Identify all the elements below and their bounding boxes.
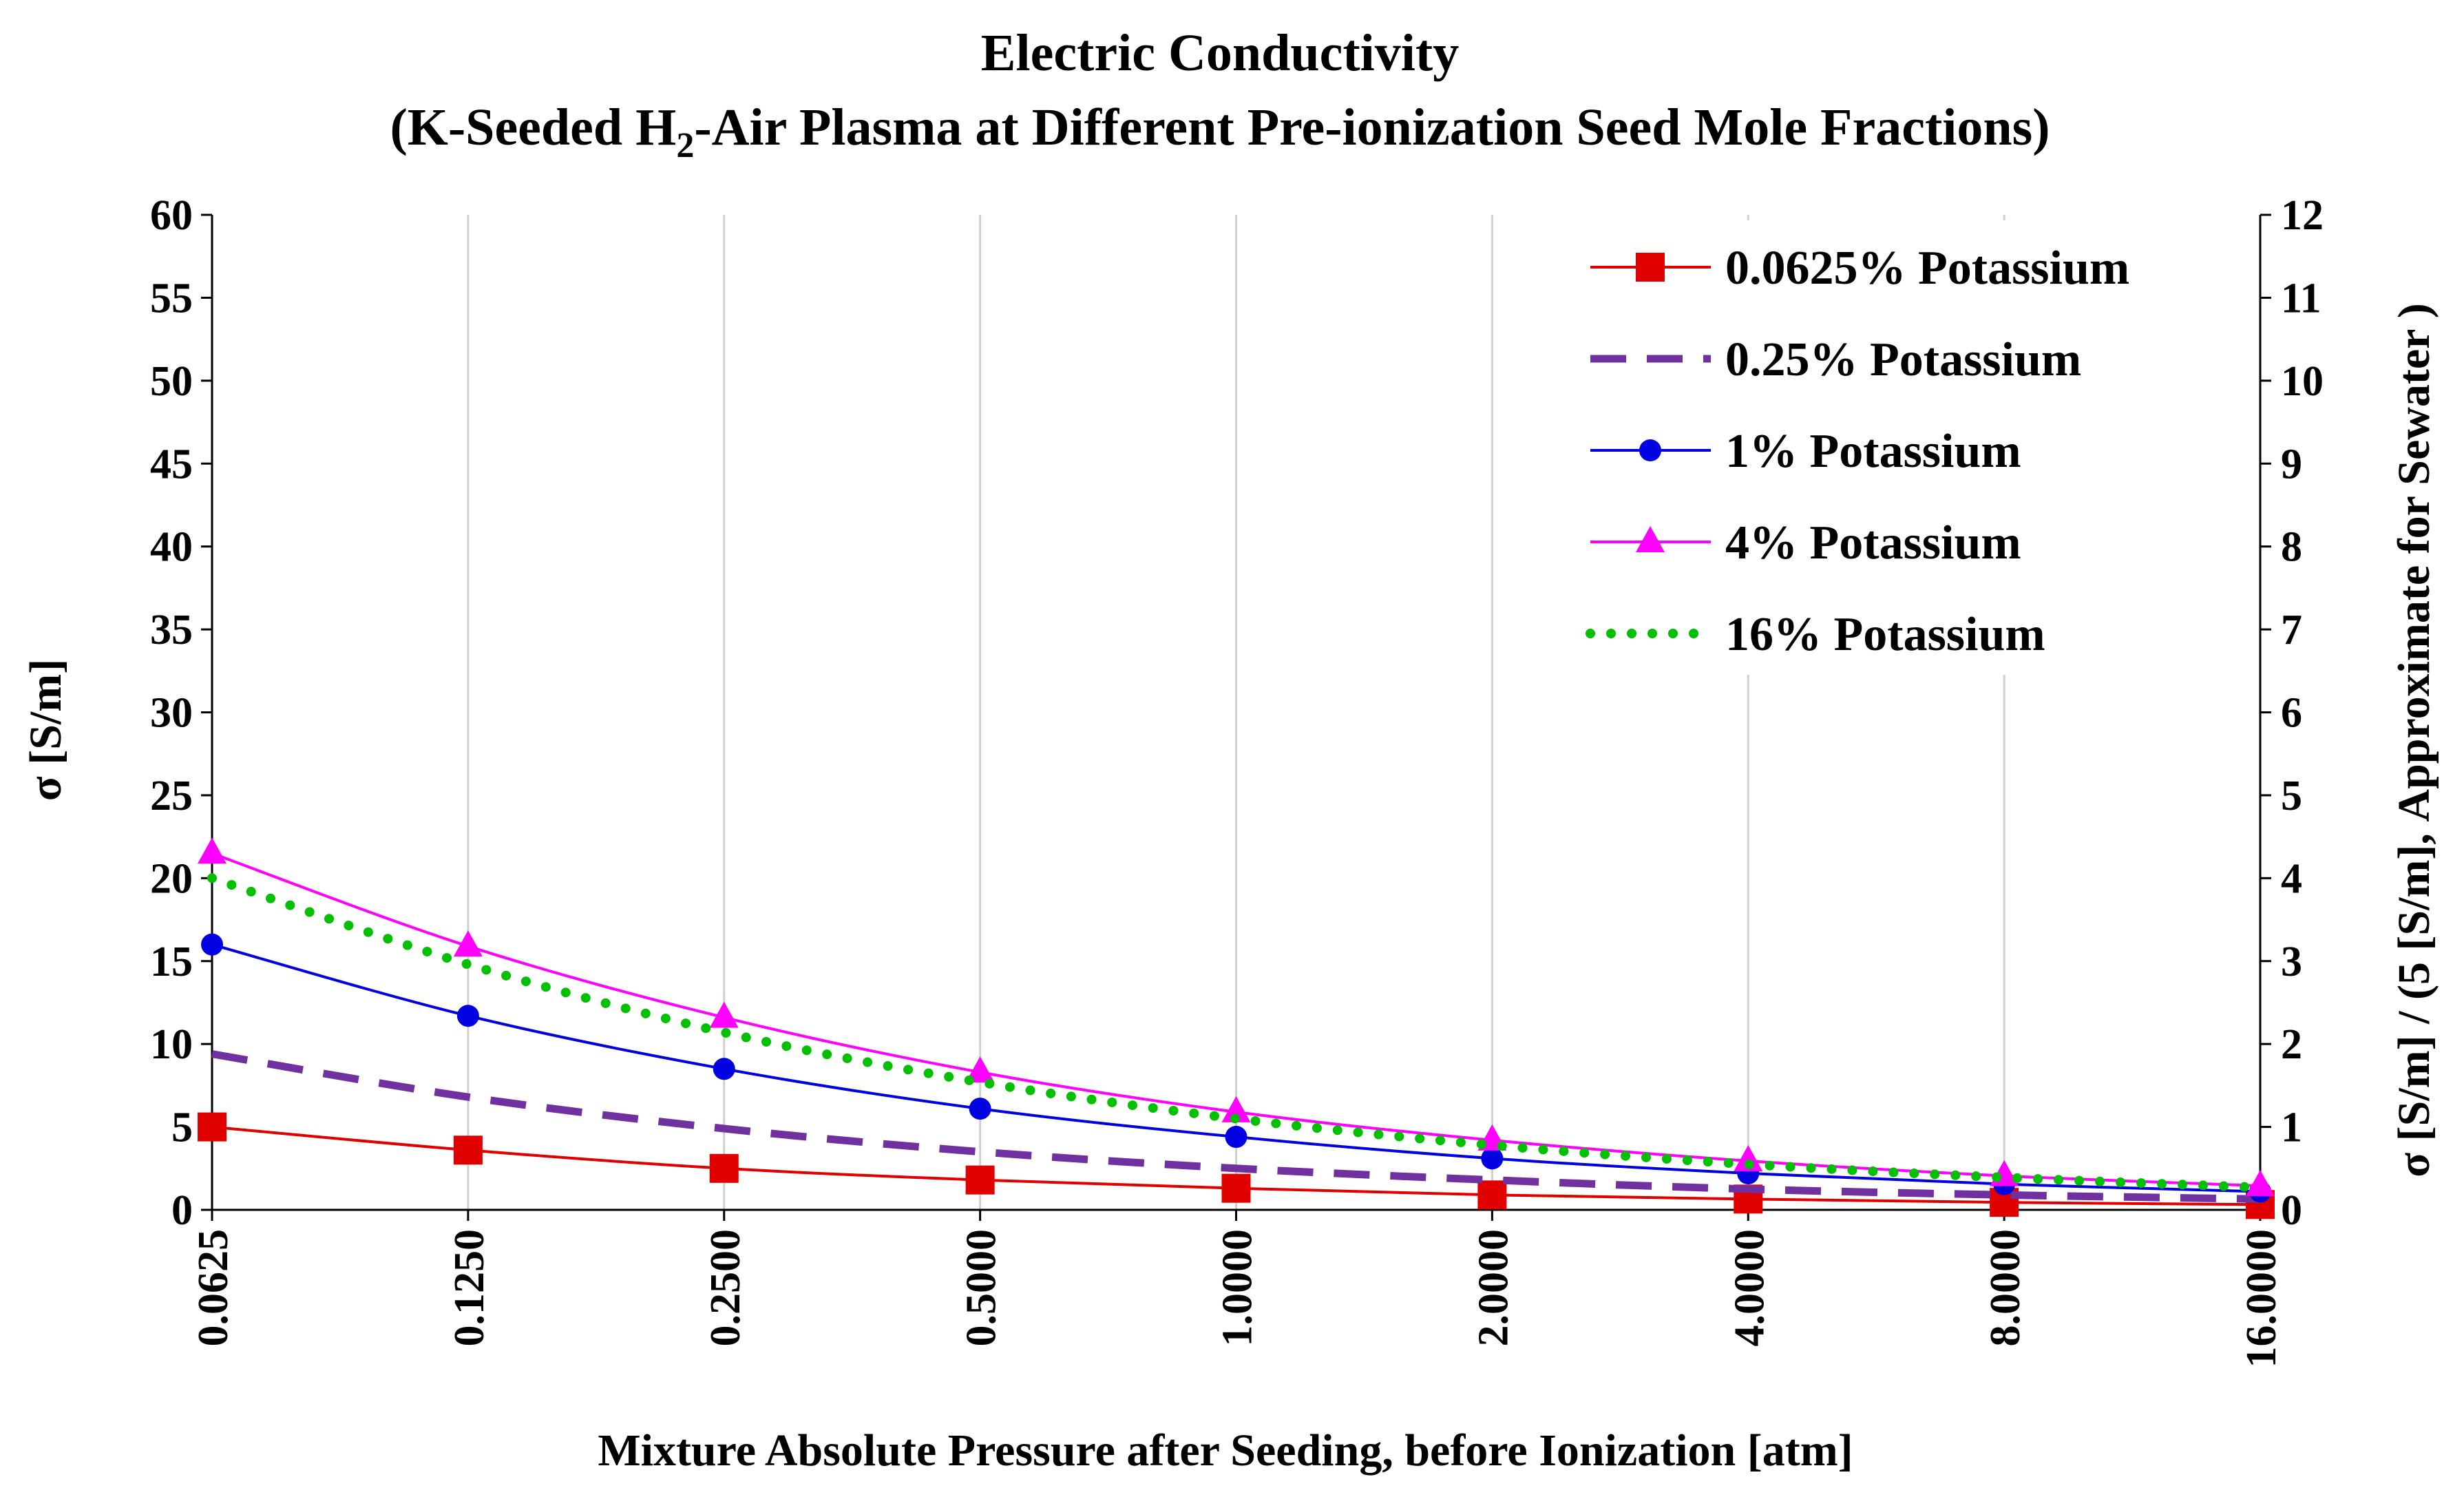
data-point bbox=[198, 837, 227, 864]
y-tick-label: 30 bbox=[150, 690, 193, 737]
chart-subtitle: (K-Seeded H2-Air Plasma at Different Pre… bbox=[390, 98, 2050, 165]
y-tick-label: 40 bbox=[150, 524, 193, 571]
x-tick-label: 0.1250 bbox=[446, 1229, 493, 1347]
series-1 bbox=[198, 1112, 2275, 1219]
legend-label: 0.25% Potassium bbox=[1725, 333, 2081, 386]
y2-tick-label: 6 bbox=[2281, 690, 2302, 737]
y-tick-label: 55 bbox=[150, 275, 193, 322]
y2-tick-label: 8 bbox=[2281, 524, 2302, 571]
legend-entry-4: 4% Potassium bbox=[1590, 516, 2021, 569]
x-tick-label: 8.0000 bbox=[1982, 1229, 2029, 1347]
data-point bbox=[198, 1112, 227, 1142]
x-tick-label: 16.0000 bbox=[2238, 1229, 2285, 1368]
legend: 0.0625% Potassium 0.25% Potassium 1% Potas… bbox=[1563, 220, 2237, 675]
y2-tick-label: 10 bbox=[2281, 358, 2324, 405]
series-2 bbox=[211, 1050, 2261, 1203]
x-tick-label: 4.0000 bbox=[1726, 1229, 1773, 1347]
data-point bbox=[965, 1056, 995, 1083]
y2-tick-label: 1 bbox=[2281, 1104, 2302, 1151]
data-point bbox=[713, 1058, 735, 1080]
y2-tick-label: 2 bbox=[2281, 1021, 2302, 1068]
data-point bbox=[453, 930, 483, 957]
legend-swatch-marker bbox=[1636, 253, 1665, 282]
series-3 bbox=[201, 933, 2271, 1203]
y2-tick-label: 3 bbox=[2281, 939, 2302, 985]
data-point bbox=[965, 1165, 995, 1195]
legend-entry-3: 1% Potassium bbox=[1590, 425, 2021, 478]
series-line bbox=[211, 1050, 2261, 1203]
legend-label: 16% Potassium bbox=[1725, 608, 2045, 661]
y2-axis-title: σ [S/m] / (5 [S/m], Approximate for Sewa… bbox=[2389, 303, 2439, 1177]
data-point bbox=[1221, 1173, 1251, 1203]
data-point bbox=[709, 1001, 739, 1028]
y-axis-title: σ [S/m] bbox=[21, 659, 71, 801]
data-point bbox=[456, 1005, 479, 1027]
chart-title: Electric Conductivity bbox=[981, 24, 1459, 82]
y-tick-label: 35 bbox=[150, 607, 193, 653]
data-point bbox=[969, 1098, 991, 1120]
y2-tick-label: 5 bbox=[2281, 773, 2302, 819]
data-point bbox=[1221, 1096, 1251, 1122]
legend-entry-5: 16% Potassium bbox=[1586, 608, 2045, 661]
y2-tick-label: 0 bbox=[2281, 1187, 2302, 1234]
y-tick-label: 60 bbox=[150, 192, 193, 239]
legend-entry-1: 0.0625% Potassium bbox=[1590, 242, 2129, 295]
y-tick-label: 20 bbox=[150, 855, 193, 902]
y-tick-label: 10 bbox=[150, 1021, 193, 1068]
data-point bbox=[1225, 1126, 1247, 1149]
x-tick-label: 0.2500 bbox=[702, 1229, 749, 1347]
y-tick-label: 45 bbox=[150, 441, 193, 488]
y-tick-label: 50 bbox=[150, 358, 193, 405]
y-tick-label: 0 bbox=[171, 1187, 193, 1234]
legend-entry-2: 0.25% Potassium bbox=[1590, 333, 2081, 386]
legend-label: 1% Potassium bbox=[1725, 425, 2021, 478]
x-tick-label: 1.0000 bbox=[1214, 1229, 1261, 1347]
subtitle-prefix: (K-Seeded H bbox=[390, 98, 676, 156]
y2-tick-label: 7 bbox=[2281, 607, 2302, 653]
data-point bbox=[1734, 1144, 1763, 1171]
series-line bbox=[207, 873, 2265, 1193]
legend-label: 0.0625% Potassium bbox=[1725, 242, 2129, 295]
data-point bbox=[453, 1135, 483, 1165]
x-axis-title: Mixture Absolute Pressure after Seeding,… bbox=[598, 1425, 1853, 1476]
subtitle-suffix: -Air Plasma at Different Pre-ionization … bbox=[694, 98, 2050, 156]
x-tick-label: 2.0000 bbox=[1470, 1229, 1517, 1347]
y2-tick-label: 4 bbox=[2281, 855, 2302, 902]
y-tick-label: 25 bbox=[150, 773, 193, 819]
data-point bbox=[201, 933, 223, 956]
y2-tick-label: 9 bbox=[2281, 441, 2302, 488]
y2-tick-label: 12 bbox=[2281, 192, 2324, 239]
y-tick-label: 5 bbox=[171, 1104, 193, 1151]
subtitle-subscript: 2 bbox=[676, 126, 694, 165]
data-point bbox=[1481, 1147, 1504, 1170]
legend-swatch-marker bbox=[1636, 526, 1665, 552]
data-point bbox=[1477, 1180, 1507, 1210]
data-point bbox=[2246, 1170, 2275, 1197]
legend-background bbox=[1563, 220, 2237, 675]
x-tick-label: 0.5000 bbox=[958, 1229, 1005, 1347]
legend-label: 4% Potassium bbox=[1725, 516, 2021, 569]
legend-swatch-marker bbox=[1639, 439, 1661, 461]
x-tick-label: 0.0625 bbox=[190, 1229, 237, 1347]
data-point bbox=[709, 1153, 739, 1183]
y-tick-label: 15 bbox=[150, 939, 193, 985]
y2-tick-label: 11 bbox=[2281, 275, 2321, 322]
series-5 bbox=[207, 873, 2265, 1193]
